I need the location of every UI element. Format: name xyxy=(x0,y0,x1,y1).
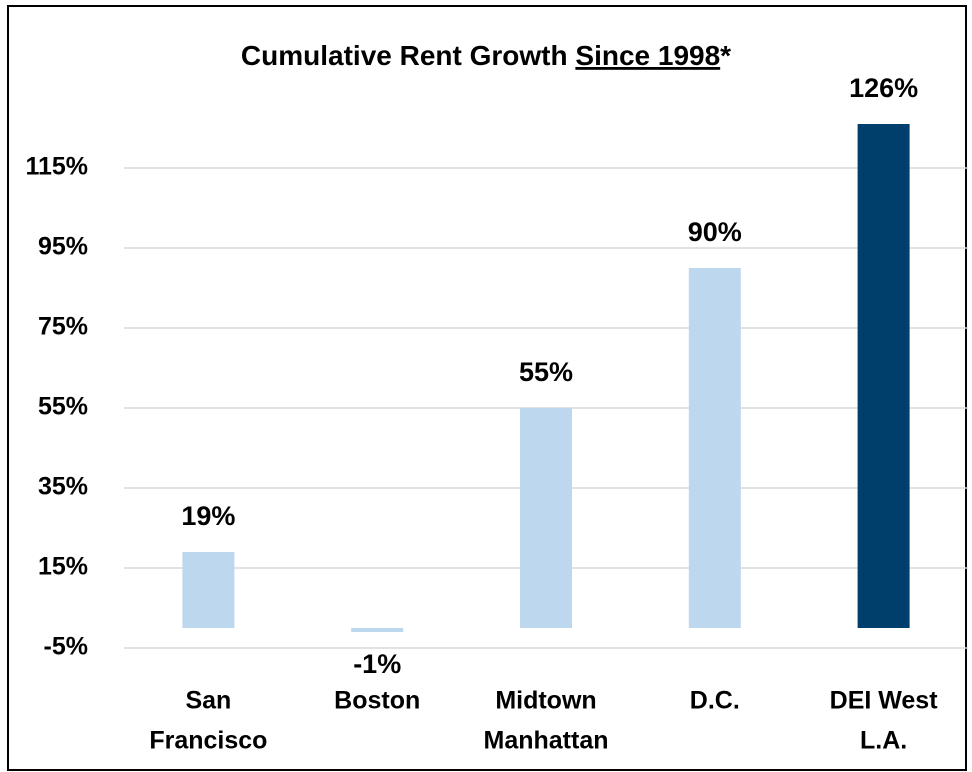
x-tick-label: DEI West xyxy=(830,687,939,715)
bar xyxy=(688,268,741,628)
y-tick-label: 95% xyxy=(38,233,88,261)
title-underlined: Since 1998 xyxy=(575,40,720,71)
bar xyxy=(182,552,235,628)
chart-title: Cumulative Rent Growth Since 1998* xyxy=(241,40,731,71)
x-tick-label: Francisco xyxy=(149,727,267,755)
x-tick-label: Midtown xyxy=(495,687,596,715)
x-tick-label: San xyxy=(185,687,231,715)
y-tick-label: 115% xyxy=(25,153,88,181)
x-tick-label: L.A. xyxy=(860,727,907,755)
y-tick-label: 15% xyxy=(38,553,88,581)
x-tick-label: Manhattan xyxy=(484,727,609,755)
y-tick-label: 55% xyxy=(38,393,88,421)
value-label: 90% xyxy=(688,217,742,247)
title-suffix: * xyxy=(720,40,731,71)
value-label: 126% xyxy=(849,73,918,103)
value-label: -1% xyxy=(353,649,401,679)
y-tick-label: 35% xyxy=(38,473,88,501)
chart-frame xyxy=(7,5,967,771)
value-label: 55% xyxy=(519,357,573,387)
bar xyxy=(351,628,404,632)
value-label: 19% xyxy=(181,501,235,531)
bar xyxy=(857,124,910,628)
title-main: Cumulative Rent Growth xyxy=(241,40,575,71)
bar xyxy=(520,408,572,628)
x-tick-label: D.C. xyxy=(690,687,740,715)
y-tick-label: 75% xyxy=(38,313,88,341)
y-tick-label: -5% xyxy=(44,633,88,661)
x-tick-label: Boston xyxy=(334,687,420,715)
